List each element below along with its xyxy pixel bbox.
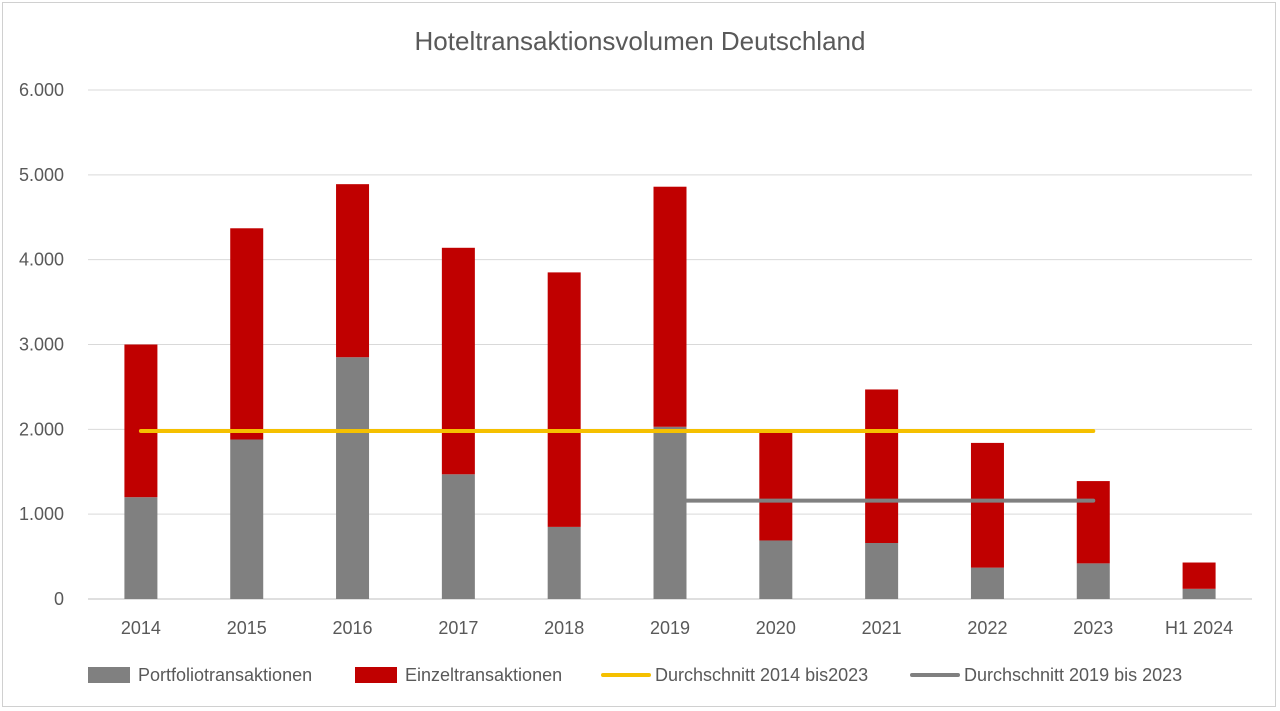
- bars: [124, 184, 1216, 599]
- bar-einzeltransaktionen: [336, 184, 370, 358]
- x-tick-label: 2015: [227, 618, 267, 638]
- y-tick-label: 6.000: [19, 80, 64, 100]
- x-tick-label: 2020: [756, 618, 796, 638]
- y-tick-label: 0: [54, 589, 64, 609]
- average-lines: [138, 429, 1096, 503]
- chart-title: Hoteltransaktionsvolumen Deutschland: [415, 26, 866, 56]
- x-tick-label: 2014: [121, 618, 161, 638]
- y-tick-label: 3.000: [19, 335, 64, 355]
- bar-portfoliotransaktionen: [124, 497, 158, 599]
- legend-label: Durchschnitt 2019 bis 2023: [964, 665, 1182, 685]
- legend: Portfoliotransaktionen Einzeltransaktione…: [88, 665, 1182, 685]
- bar-portfoliotransaktionen: [865, 543, 899, 599]
- legend-label: Einzeltransaktionen: [405, 665, 562, 685]
- legend-swatch: [88, 667, 130, 683]
- bar-portfoliotransaktionen: [336, 357, 370, 599]
- y-tick-label: 4.000: [19, 250, 64, 270]
- x-tick-label: 2016: [333, 618, 373, 638]
- bar-portfoliotransaktionen: [759, 540, 793, 599]
- bar-einzeltransaktionen: [865, 389, 899, 544]
- legend-label: Durchschnitt 2014 bis2023: [655, 665, 868, 685]
- legend-label: Portfoliotransaktionen: [138, 665, 312, 685]
- bar-portfoliotransaktionen: [1182, 588, 1216, 599]
- y-tick-label: 1.000: [19, 504, 64, 524]
- bar-portfoliotransaktionen: [547, 526, 581, 599]
- x-tick-label: 2023: [1073, 618, 1113, 638]
- bar-portfoliotransaktionen: [970, 567, 1004, 599]
- x-tick-label: 2021: [862, 618, 902, 638]
- bar-einzeltransaktionen: [547, 272, 581, 527]
- bar-einzeltransaktionen: [653, 186, 687, 427]
- x-tick-label: H1 2024: [1165, 618, 1233, 638]
- bar-einzeltransaktionen: [230, 228, 264, 440]
- bar-einzeltransaktionen: [1076, 481, 1110, 564]
- bar-einzeltransaktionen: [124, 344, 158, 498]
- x-tick-label: 2022: [967, 618, 1007, 638]
- bar-einzeltransaktionen: [441, 247, 475, 475]
- bar-einzeltransaktionen: [970, 442, 1004, 568]
- bar-portfoliotransaktionen: [441, 474, 475, 599]
- y-tick-label: 5.000: [19, 165, 64, 185]
- x-tick-label: 2019: [650, 618, 690, 638]
- bar-einzeltransaktionen: [1182, 562, 1216, 589]
- x-axis: 2014 2015 2016 2017 2018 2019 2020 2021 2022 2023…: [121, 618, 1233, 638]
- bar-portfoliotransaktionen: [230, 439, 264, 599]
- bar-einzeltransaktionen: [759, 432, 793, 541]
- x-tick-label: 2017: [438, 618, 478, 638]
- bar-portfoliotransaktionen: [653, 426, 687, 599]
- y-axis: 0 1.000 2.000 3.000 4.000 5.000 6.000: [19, 80, 64, 609]
- y-tick-label: 2.000: [19, 419, 64, 439]
- x-tick-label: 2018: [544, 618, 584, 638]
- legend-swatch: [355, 667, 397, 683]
- bar-portfoliotransaktionen: [1076, 563, 1110, 599]
